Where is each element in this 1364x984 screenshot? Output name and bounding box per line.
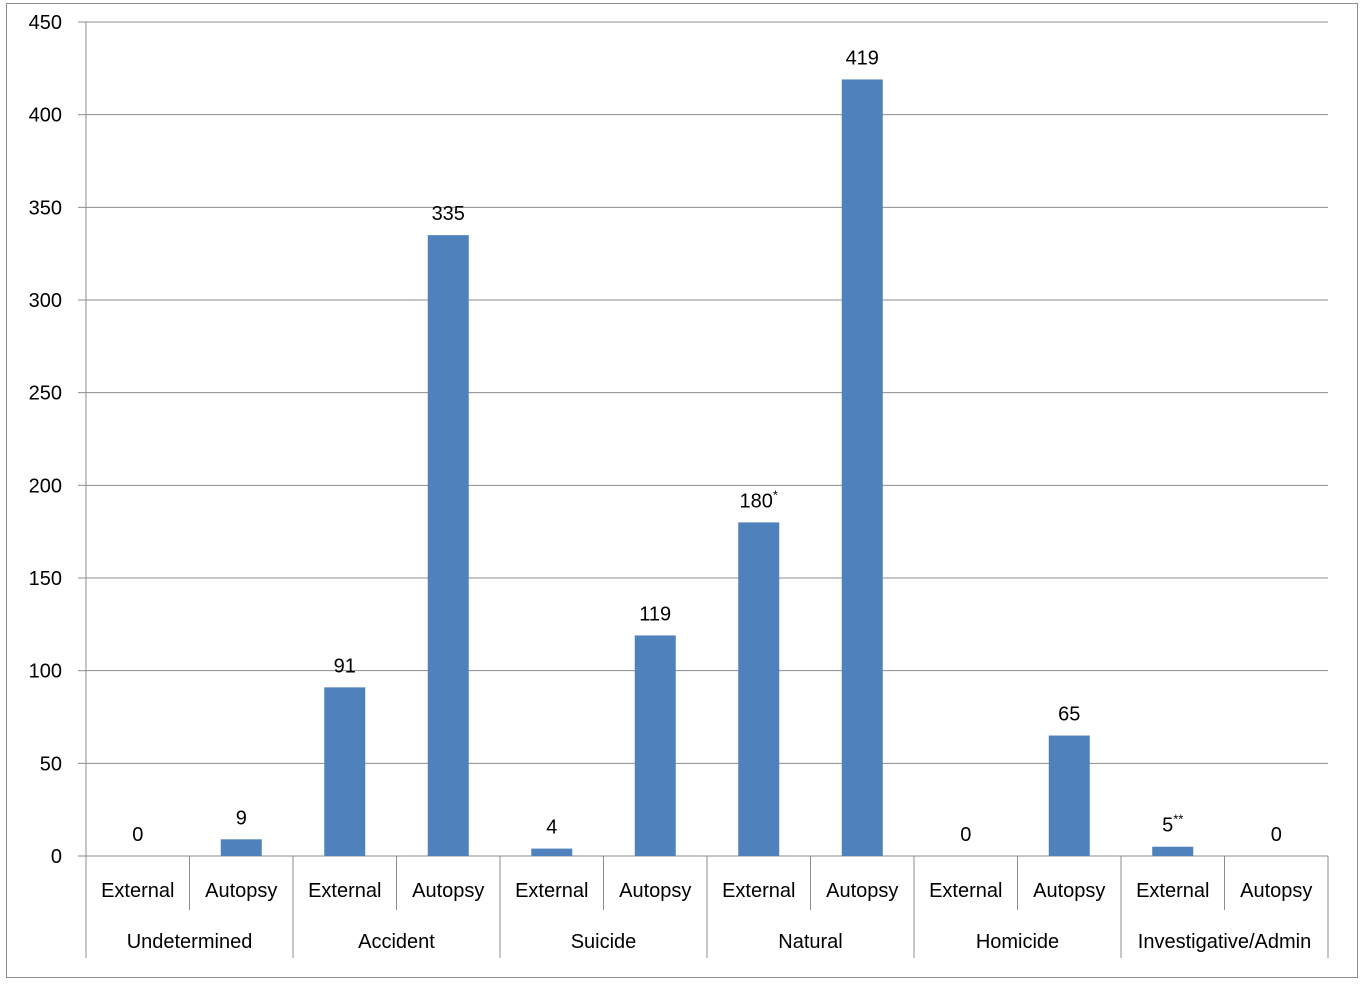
- data-label: 4: [546, 817, 557, 839]
- y-tick-label: 400: [29, 105, 62, 127]
- data-label: 335: [432, 203, 465, 225]
- x-subcategory-label: External: [929, 880, 1002, 902]
- data-label: 9: [236, 807, 247, 829]
- x-group-label: Suicide: [571, 931, 637, 953]
- data-label: 180*: [740, 487, 778, 512]
- y-tick-label: 450: [29, 12, 62, 34]
- x-subcategory-label: Autopsy: [205, 880, 277, 902]
- data-label: 119: [639, 603, 671, 625]
- bar: [841, 79, 883, 857]
- bar: [531, 848, 573, 856]
- x-subcategory-label: Autopsy: [1240, 880, 1312, 902]
- bar: [427, 235, 469, 857]
- data-label: 91: [334, 655, 356, 677]
- x-subcategory-label: Autopsy: [412, 880, 484, 902]
- data-label: 65: [1058, 704, 1080, 726]
- x-subcategory-label: External: [515, 880, 588, 902]
- x-subcategory-label: External: [722, 880, 795, 902]
- bar: [1152, 846, 1194, 856]
- chart-frame: [6, 3, 1358, 978]
- data-label: 419: [846, 47, 879, 69]
- x-group-label: Investigative/Admin: [1138, 931, 1311, 953]
- y-tick-label: 0: [51, 846, 62, 868]
- bar: [220, 839, 262, 856]
- data-label: 0: [960, 824, 971, 846]
- bar: [738, 522, 780, 856]
- x-group-label: Undetermined: [127, 931, 253, 953]
- bar: [634, 635, 676, 856]
- x-subcategory-label: External: [1136, 880, 1209, 902]
- x-group-label: Accident: [358, 931, 435, 953]
- data-label: 0: [132, 824, 143, 846]
- x-group-label: Natural: [778, 931, 842, 953]
- bar: [324, 687, 366, 856]
- bar: [1048, 735, 1090, 856]
- y-tick-label: 100: [29, 661, 62, 683]
- y-tick-label: 50: [40, 753, 62, 775]
- x-group-label: Homicide: [976, 931, 1059, 953]
- data-label: 5**: [1162, 812, 1183, 837]
- y-tick-label: 300: [29, 290, 62, 312]
- x-subcategory-label: External: [308, 880, 381, 902]
- x-subcategory-label: Autopsy: [826, 880, 898, 902]
- y-tick-label: 200: [29, 475, 62, 497]
- x-subcategory-label: Autopsy: [619, 880, 691, 902]
- y-tick-label: 350: [29, 197, 62, 219]
- data-label: 0: [1271, 824, 1282, 846]
- x-subcategory-label: External: [101, 880, 174, 902]
- x-subcategory-label: Autopsy: [1033, 880, 1105, 902]
- y-tick-label: 150: [29, 568, 62, 590]
- y-tick-label: 250: [29, 383, 62, 405]
